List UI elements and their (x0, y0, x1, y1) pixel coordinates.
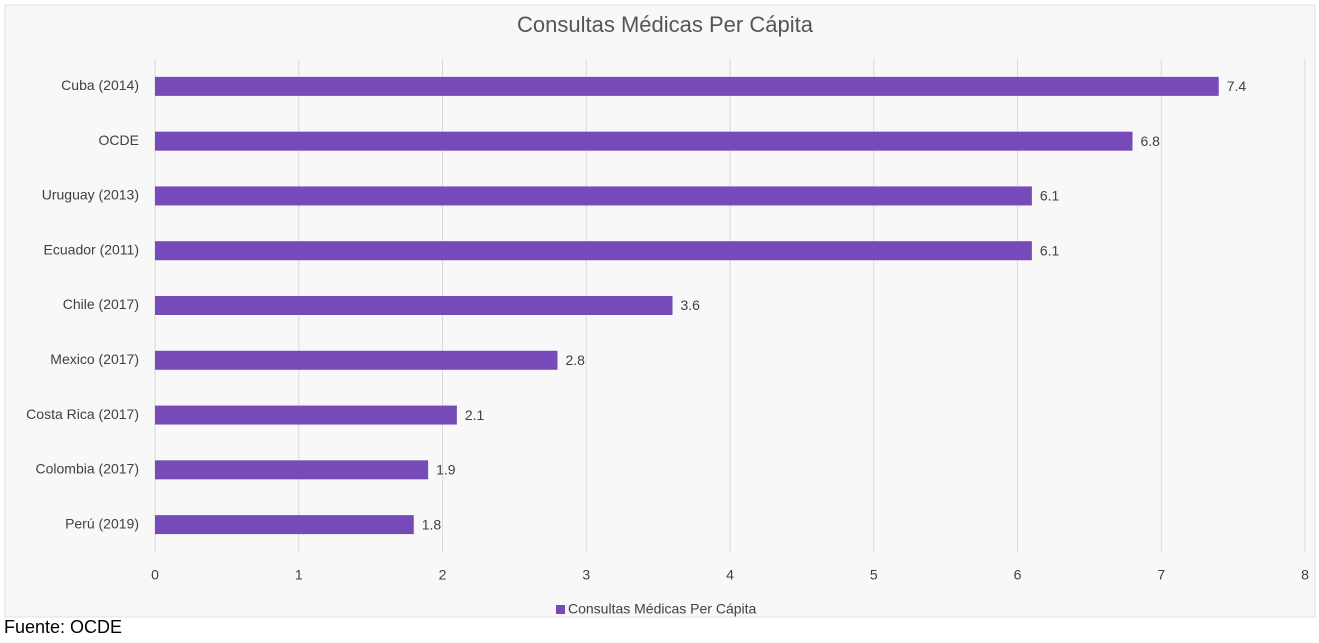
chart-title: Consultas Médicas Per Cápita (517, 12, 814, 37)
legend-swatch (556, 605, 565, 614)
x-tick-label: 1 (295, 567, 303, 583)
bar (155, 515, 414, 535)
y-tick-label: Costa Rica (2017) (26, 406, 139, 422)
y-tick-label: Chile (2017) (63, 296, 139, 312)
value-label: 6.8 (1141, 133, 1161, 149)
x-tick-label: 5 (870, 567, 878, 583)
x-tick-label: 2 (439, 567, 447, 583)
bar (155, 350, 558, 370)
y-tick-label: Ecuador (2011) (44, 241, 139, 257)
y-tick-label: Uruguay (2013) (42, 187, 139, 203)
source-note: Fuente: OCDE (4, 617, 122, 637)
x-tick-label: 6 (1014, 567, 1022, 583)
value-label: 3.6 (681, 297, 701, 313)
value-label: 1.8 (422, 516, 442, 532)
bar (155, 186, 1032, 206)
x-tick-label: 4 (726, 567, 734, 583)
x-tick-label: 7 (1157, 567, 1165, 583)
bar (155, 241, 1032, 261)
x-tick-label: 3 (582, 567, 590, 583)
x-tick-label: 8 (1301, 567, 1309, 583)
y-tick-label: Mexico (2017) (50, 351, 139, 367)
value-label: 1.9 (436, 462, 456, 478)
bar (155, 131, 1133, 151)
bar (155, 460, 429, 480)
y-tick-label: Colombia (2017) (36, 461, 140, 477)
y-tick-label: Perú (2019) (65, 515, 139, 531)
x-tick-label: 0 (151, 567, 159, 583)
bar (155, 405, 457, 425)
value-label: 2.1 (465, 407, 485, 423)
value-label: 6.1 (1040, 188, 1060, 204)
bar (155, 296, 673, 315)
bar (155, 76, 1219, 96)
y-tick-label: OCDE (99, 132, 139, 148)
legend-label: Consultas Médicas Per Cápita (568, 601, 757, 617)
value-label: 6.1 (1040, 242, 1060, 258)
value-label: 7.4 (1227, 78, 1247, 94)
y-tick-label: Cuba (2014) (61, 77, 139, 93)
value-label: 2.8 (566, 352, 586, 368)
